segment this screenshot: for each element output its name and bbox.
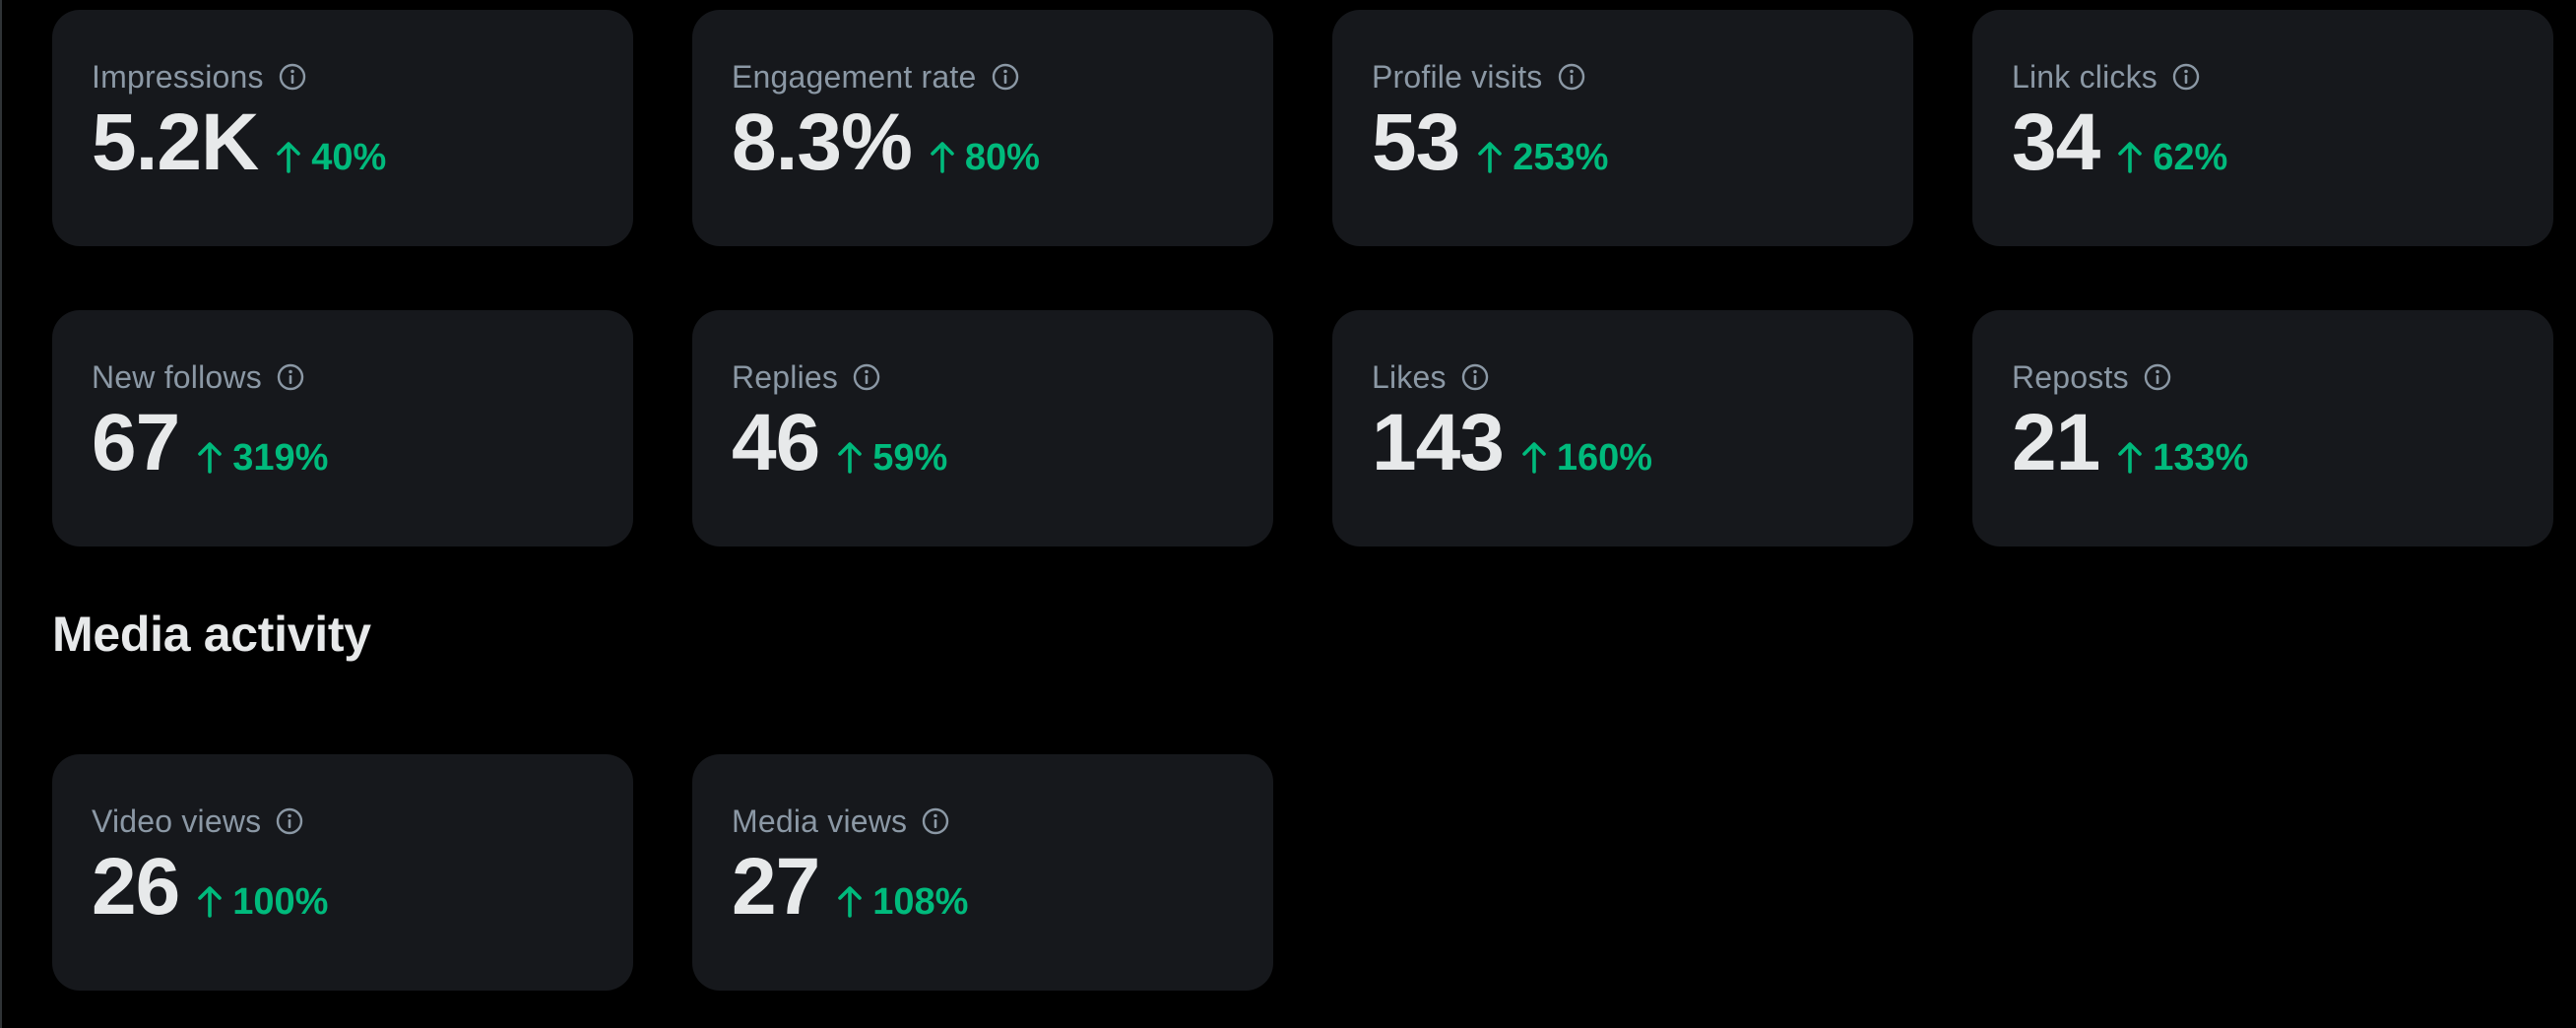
- metric-body: 26 100%: [92, 847, 594, 928]
- metric-card-likes: Likes 143 160%: [1332, 310, 1913, 546]
- arrow-up-icon: [1521, 440, 1547, 474]
- info-icon[interactable]: [276, 362, 305, 392]
- metric-body: 34 62%: [2012, 102, 2514, 183]
- metric-header: Engagement rate: [732, 57, 1234, 96]
- metric-card-media-views: Media views 27 108%: [692, 754, 1273, 991]
- metric-change-value: 319%: [232, 437, 329, 479]
- info-icon[interactable]: [278, 62, 307, 92]
- metric-change-value: 80%: [964, 137, 1040, 178]
- metric-label: Engagement rate: [732, 58, 977, 95]
- info-icon[interactable]: [1557, 62, 1586, 92]
- arrow-up-icon: [2117, 140, 2143, 173]
- metric-label: New follows: [92, 358, 262, 395]
- metric-body: 27 108%: [732, 847, 1234, 928]
- metric-card-impressions: Impressions 5.2K 40%: [52, 10, 633, 246]
- metric-card-reposts: Reposts 21 133%: [1972, 310, 2553, 546]
- metric-value: 143: [1372, 398, 1505, 487]
- metric-value: 21: [2012, 398, 2100, 487]
- metric-value: 34: [2012, 97, 2100, 187]
- metric-change: 40%: [276, 136, 386, 179]
- metric-header: Profile visits: [1372, 57, 1874, 96]
- info-icon[interactable]: [2143, 362, 2172, 392]
- info-icon[interactable]: [275, 806, 304, 836]
- metric-change: 80%: [930, 136, 1040, 179]
- metric-label: Media views: [732, 803, 908, 839]
- metric-change: 62%: [2117, 136, 2227, 179]
- metric-value: 53: [1372, 97, 1460, 187]
- metric-card-profile-visits: Profile visits 53 253%: [1332, 10, 1913, 246]
- metric-change: 59%: [837, 436, 947, 480]
- metric-header: New follows: [92, 357, 594, 397]
- metric-header: Reposts: [2012, 357, 2514, 397]
- arrow-up-icon: [276, 140, 301, 173]
- metric-value: 26: [92, 842, 180, 932]
- metric-change-value: 253%: [1513, 137, 1609, 178]
- metric-change-value: 133%: [2153, 437, 2249, 479]
- metric-body: 67 319%: [92, 403, 594, 483]
- metric-value: 5.2K: [92, 97, 259, 187]
- arrow-up-icon: [837, 440, 863, 474]
- metric-change: 133%: [2117, 436, 2248, 480]
- metric-card-new-follows: New follows 67 319%: [52, 310, 633, 546]
- metric-label: Link clicks: [2012, 58, 2158, 95]
- arrow-up-icon: [2117, 440, 2143, 474]
- metric-value: 67: [92, 398, 180, 487]
- metric-change-value: 40%: [311, 137, 387, 178]
- metric-body: 8.3% 80%: [732, 102, 1234, 183]
- overview-metrics-row-2: New follows 67 319% Replies 46: [52, 310, 2553, 546]
- metric-change: 160%: [1521, 436, 1652, 480]
- metric-header: Impressions: [92, 57, 594, 96]
- metric-card-link-clicks: Link clicks 34 62%: [1972, 10, 2553, 246]
- metric-change-value: 59%: [872, 437, 948, 479]
- section-title-media-activity: Media activity: [52, 607, 371, 662]
- metric-header: Video views: [92, 802, 594, 841]
- metric-value: 27: [732, 842, 820, 932]
- metric-change: 253%: [1477, 136, 1608, 179]
- metric-header: Link clicks: [2012, 57, 2514, 96]
- left-divider: [0, 0, 2, 1028]
- metric-change: 108%: [837, 880, 968, 924]
- metric-label: Profile visits: [1372, 58, 1543, 95]
- metric-value: 46: [732, 398, 820, 487]
- info-icon[interactable]: [852, 362, 881, 392]
- metric-body: 21 133%: [2012, 403, 2514, 483]
- metric-card-video-views: Video views 26 100%: [52, 754, 633, 991]
- metric-header: Media views: [732, 802, 1234, 841]
- arrow-up-icon: [837, 884, 863, 918]
- metric-change-value: 160%: [1556, 437, 1653, 479]
- metric-change-value: 108%: [872, 881, 969, 923]
- metric-header: Replies: [732, 357, 1234, 397]
- metric-change: 100%: [197, 880, 328, 924]
- arrow-up-icon: [197, 884, 223, 918]
- arrow-up-icon: [197, 440, 223, 474]
- metric-change: 319%: [197, 436, 328, 480]
- metric-card-replies: Replies 46 59%: [692, 310, 1273, 546]
- metric-value: 8.3%: [732, 97, 913, 187]
- info-icon[interactable]: [2171, 62, 2201, 92]
- media-metrics-row: Video views 26 100% Media views 27: [52, 754, 2553, 991]
- metric-label: Impressions: [92, 58, 264, 95]
- metric-body: 5.2K 40%: [92, 102, 594, 183]
- metric-body: 143 160%: [1372, 403, 1874, 483]
- metric-header: Likes: [1372, 357, 1874, 397]
- info-icon[interactable]: [991, 62, 1020, 92]
- metric-body: 53 253%: [1372, 102, 1874, 183]
- overview-metrics-row-1: Impressions 5.2K 40% Engagement rate 8.3…: [52, 10, 2553, 246]
- metric-label: Replies: [732, 358, 839, 395]
- metric-label: Likes: [1372, 358, 1447, 395]
- metric-change-value: 62%: [2153, 137, 2228, 178]
- arrow-up-icon: [1477, 140, 1503, 173]
- metric-change-value: 100%: [232, 881, 329, 923]
- metric-body: 46 59%: [732, 403, 1234, 483]
- arrow-up-icon: [930, 140, 955, 173]
- info-icon[interactable]: [1460, 362, 1490, 392]
- info-icon[interactable]: [921, 806, 950, 836]
- metric-label: Reposts: [2012, 358, 2129, 395]
- metric-card-engagement-rate: Engagement rate 8.3% 80%: [692, 10, 1273, 246]
- metric-label: Video views: [92, 803, 262, 839]
